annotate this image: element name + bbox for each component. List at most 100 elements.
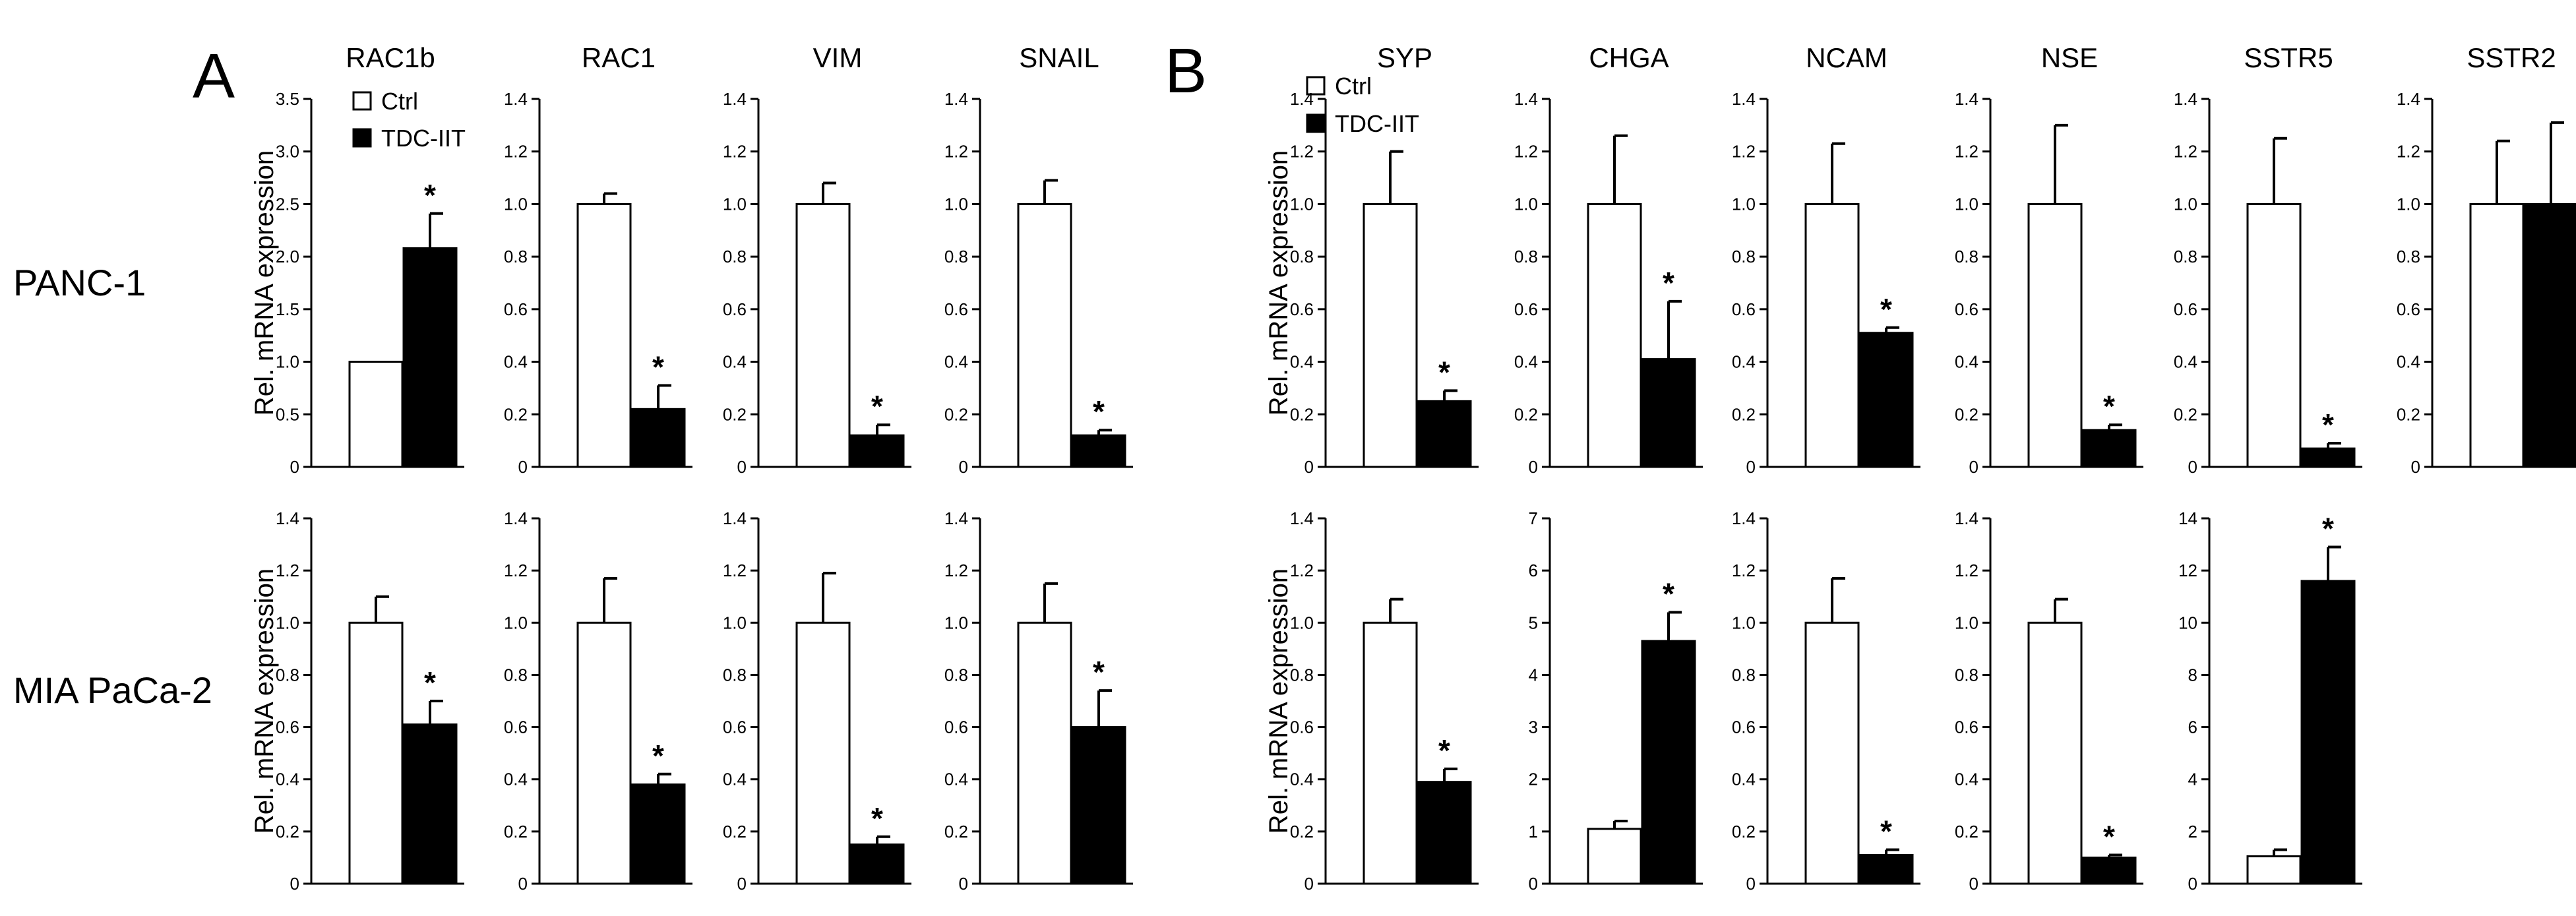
legend-treated-swatch (1306, 113, 1326, 133)
y-tick-label: 1.0 (723, 194, 747, 214)
chart-row2-col4: 0 0.2 0.4 0.6 0.8 1.0 1.2 1.4 * (944, 508, 1133, 894)
y-tick-label: 1.4 (2397, 89, 2420, 109)
significance-marker: * (2322, 512, 2334, 546)
y-tick-label: 4 (1529, 665, 1538, 685)
y-tick-label: 1.0 (2174, 194, 2197, 214)
bar-ctrl (348, 621, 404, 885)
y-tick-label: 2.0 (276, 247, 299, 266)
significance-marker: * (1438, 355, 1450, 389)
y-tick-label: 0.6 (1732, 299, 1756, 319)
chart-row2-col3: 0 0.2 0.4 0.6 0.8 1.0 1.2 1.4 * (723, 508, 911, 894)
y-tick-label: 1.0 (723, 613, 747, 632)
row-label-panc1: PANC-1 (13, 262, 146, 303)
y-tick-label: 0.4 (1290, 770, 1314, 789)
bar-ctrl (576, 621, 632, 885)
y-tick-label: 1.4 (1955, 508, 1978, 528)
bar-ctrl (1804, 621, 1860, 885)
y-tick-label: 14 (2178, 508, 2197, 528)
y-tick-label: 1.0 (504, 194, 528, 214)
bar-treated (1858, 853, 1914, 885)
y-tick-label: 7 (1529, 508, 1538, 528)
bar-ctrl (795, 202, 851, 468)
chart-row2-col8: 0 0.2 0.4 0.6 0.8 1.0 1.2 1.4 * (1955, 508, 2143, 894)
y-tick-label: 6 (2188, 718, 2197, 737)
bar-ctrl (1587, 202, 1642, 468)
y-tick-label: 1.0 (1290, 194, 1314, 214)
y-tick-label: 0 (290, 874, 299, 894)
y-tick-label: 1.0 (944, 613, 968, 632)
bar-treated (402, 247, 458, 468)
y-tick-label: 1.2 (2397, 142, 2420, 162)
y-tick-label: 0.2 (944, 404, 968, 424)
bar-ctrl (1017, 621, 1072, 885)
y-tick-label: 1.4 (1290, 89, 1314, 109)
y-tick-label: 1.4 (723, 89, 747, 109)
chart-title: RAC1b (346, 42, 435, 73)
y-tick-label: 1.4 (944, 89, 968, 109)
y-tick-label: 1.2 (723, 561, 747, 580)
bar-ctrl (2246, 855, 2302, 885)
y-tick-label: 0.8 (1732, 247, 1756, 266)
y-tick-label: 1.2 (1732, 142, 1756, 162)
significance-marker: * (1663, 576, 1674, 611)
bar-ctrl (1363, 621, 1418, 885)
y-tick-label: 0.2 (723, 822, 747, 841)
y-tick-label: 0 (959, 874, 968, 894)
y-tick-label: 0 (1529, 874, 1538, 894)
y-tick-label: 10 (2178, 613, 2197, 632)
significance-marker: * (652, 739, 664, 773)
y-tick-label: 6 (1529, 561, 1538, 580)
y-axis-label: Rel. mRNA expression (250, 150, 279, 415)
y-tick-label: 0.2 (1290, 404, 1314, 424)
y-tick-label: 0.2 (504, 822, 528, 841)
chart-vim: VIM 0 0.2 0.4 0.6 0.8 1.0 1.2 1.4 * (723, 42, 911, 477)
y-tick-label: 1.0 (2397, 194, 2420, 214)
chart-nse: NSE 0 0.2 0.4 0.6 0.8 1.0 1.2 1.4 * (1955, 42, 2143, 477)
y-tick-label: 0.6 (2174, 299, 2197, 319)
y-tick-label: 0.2 (276, 822, 299, 841)
y-tick-label: 3.0 (276, 142, 299, 162)
y-tick-label: 0 (1304, 874, 1314, 894)
y-tick-label: 0.6 (504, 718, 528, 737)
legend-ctrl-swatch (352, 91, 372, 111)
y-tick-label: 0 (2411, 457, 2420, 477)
y-tick-label: 0.6 (1514, 299, 1538, 319)
bar-ctrl (2027, 621, 2083, 885)
bar-treated (1417, 400, 1472, 468)
y-tick-label: 1.0 (1514, 194, 1538, 214)
y-tick-label: 0.8 (2174, 247, 2197, 266)
y-tick-label: 0.8 (1290, 247, 1314, 266)
y-tick-label: 1.2 (1955, 142, 1978, 162)
chart-title: NCAM (1806, 42, 1887, 73)
legend-a: Ctrl TDC-IIT (352, 88, 466, 152)
y-tick-label: 0.2 (1955, 822, 1978, 841)
charts: RAC1b Rel. mRNA expression 0 0.5 1.0 1.5 2.0 2.… (250, 42, 2576, 894)
y-tick-label: 0.4 (2397, 352, 2420, 372)
y-tick-label: 8 (2188, 665, 2197, 685)
y-tick-label: 0.6 (944, 299, 968, 319)
y-tick-label: 0 (1529, 457, 1538, 477)
y-tick-label: 1.0 (276, 613, 299, 632)
y-tick-label: 0 (1304, 457, 1314, 477)
y-tick-label: 1.4 (276, 508, 299, 528)
y-tick-label: 1.2 (944, 142, 968, 162)
chart-title: SSTR2 (2467, 42, 2556, 73)
chart-row2-col6: 0 1 2 3 4 5 6 7 * (1529, 508, 1703, 894)
y-tick-label: 1.4 (944, 508, 968, 528)
bar-treated (1641, 358, 1696, 468)
bar-treated (849, 843, 905, 885)
y-tick-label: 1.4 (1955, 89, 1978, 109)
bar-treated (2300, 447, 2356, 468)
y-tick-label: 0.2 (2174, 404, 2197, 424)
y-tick-label: 0.8 (1732, 665, 1756, 685)
bar-treated (630, 783, 686, 885)
significance-marker: * (1093, 394, 1105, 429)
significance-marker: * (652, 350, 664, 384)
bar-ctrl (2027, 202, 2083, 468)
y-tick-label: 4 (2188, 770, 2197, 789)
bar-treated (1641, 640, 1696, 885)
y-tick-label: 0 (290, 457, 299, 477)
chart-row2-col5: Rel. mRNA expression 0 0.2 0.4 0.6 0.8 1.0 1.2 1… (1264, 508, 1479, 894)
significance-marker: * (1880, 292, 1892, 326)
bar-ctrl (1363, 202, 1418, 468)
